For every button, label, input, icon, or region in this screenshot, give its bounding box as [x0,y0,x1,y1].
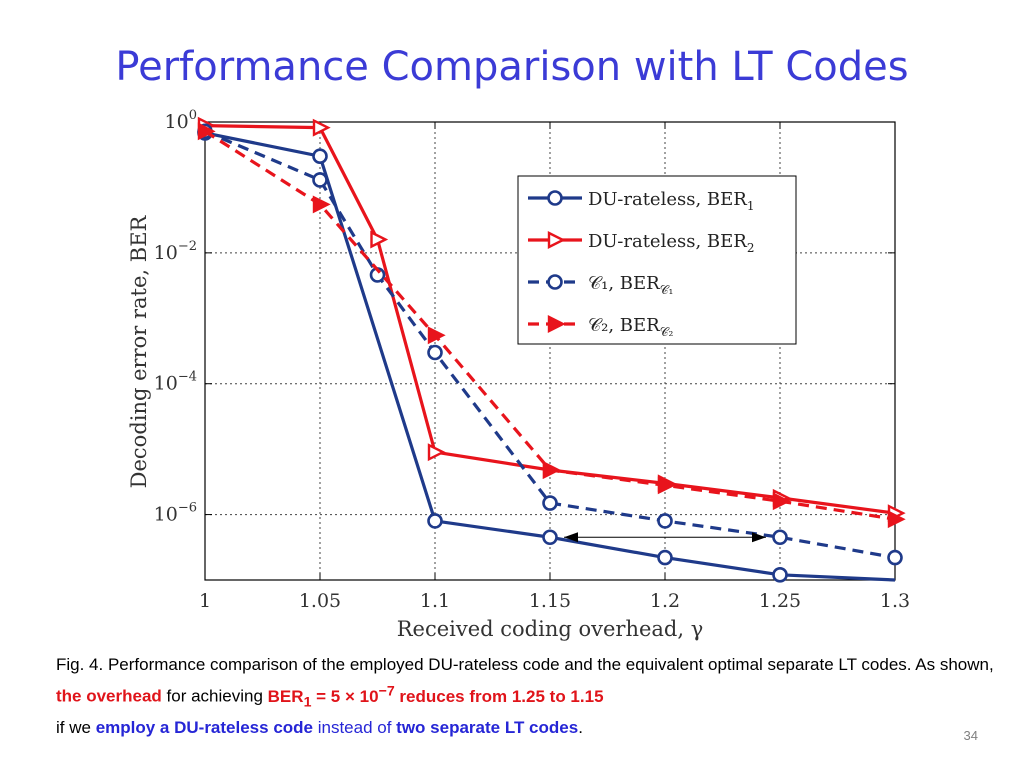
slide-title: Performance Comparison with LT Codes [115,44,909,90]
caption-overhead: the overhead [56,686,162,706]
data-point [547,190,563,206]
chart-series [197,116,906,583]
data-point [312,118,331,137]
data-point [547,315,566,333]
overhead-annotation [564,532,766,543]
series-1 [197,125,896,583]
legend-entry-2: DU-rateless, BER2 [528,231,754,255]
y-tick-label: 100 [165,108,197,133]
data-point [887,510,906,529]
data-point [542,495,558,511]
figure-caption: Fig. 4. Performance comparison of the em… [56,652,996,741]
data-point [887,549,903,566]
caption-text-3: if we [56,718,96,738]
data-point [547,274,563,290]
data-point [547,231,566,249]
data-point [772,567,788,583]
legend-entry-1: DU-rateless, BER1 [528,189,754,213]
x-tick-label: 1.25 [759,590,801,612]
arrow-head-right [752,532,766,543]
ber-chart: 1 1.05 1.1 1.15 1.2 1.25 1.3 100 10−2 10−4 10−6 DU… [127,108,910,641]
x-tick-label: 1.1 [420,590,450,612]
data-point [542,529,558,546]
legend-box [517,175,797,345]
legend-label: DU-rateless, BER1 [588,189,754,213]
legend-entry-3: 𝒞₁, BER𝒞₁ [528,273,673,297]
data-point [772,529,788,546]
series-line [204,124,896,515]
data-point [657,476,676,495]
chart-legend: DU-rateless, BER1 DU-rateless, BER2 𝒞₁, BE… [517,175,797,345]
x-tick-label: 1.05 [299,590,341,612]
y-tick-label: 10−2 [154,239,197,264]
caption-du-rateless: employ a DU-rateless code [95,718,313,738]
data-point [312,148,328,165]
caption-text-2: for achieving [161,686,268,706]
data-point [312,195,331,214]
series-4 [197,122,906,529]
arrow-head-left [564,532,578,543]
data-point [312,172,328,188]
x-axis-label: Received coding overhead, γ [397,617,704,641]
x-tick-label: 1.2 [650,590,680,612]
data-point [370,230,389,249]
axis-ticks: 1 1.05 1.1 1.15 1.2 1.25 1.3 100 10−2 10−4 10−6 [154,108,910,612]
data-point [657,513,673,529]
caption-text-1: Fig. 4. Performance comparison of the em… [56,655,994,674]
y-tick-label: 10−4 [154,370,197,395]
caption-period: . [578,718,583,738]
data-point [427,443,446,462]
data-point [427,513,443,529]
y-axis-label: Decoding error rate, BER [127,214,151,488]
legend-label: 𝒞₁, BER𝒞₁ [588,273,673,297]
x-tick-label: 1 [199,590,211,612]
data-point [657,549,673,566]
caption-separate-lt: two separate LT codes [396,718,579,738]
x-tick-label: 1.3 [880,590,910,612]
caption-ber-target: BER1 = 5 × 10−7 reduces from 1.25 to 1.1… [267,683,604,711]
y-tick-label: 10−6 [154,501,197,526]
slide-number: 34 [963,728,978,743]
data-point [197,122,216,141]
legend-entry-4: 𝒞₂, BER𝒞₂ [528,315,673,339]
legend-label: 𝒞₂, BER𝒞₂ [588,315,673,339]
data-point [772,492,791,511]
legend-label: DU-rateless, BER2 [588,231,754,255]
caption-instead: instead of [313,718,397,738]
data-point [427,344,443,361]
data-point [427,326,446,345]
data-point [542,461,561,479]
x-tick-label: 1.15 [529,590,571,612]
